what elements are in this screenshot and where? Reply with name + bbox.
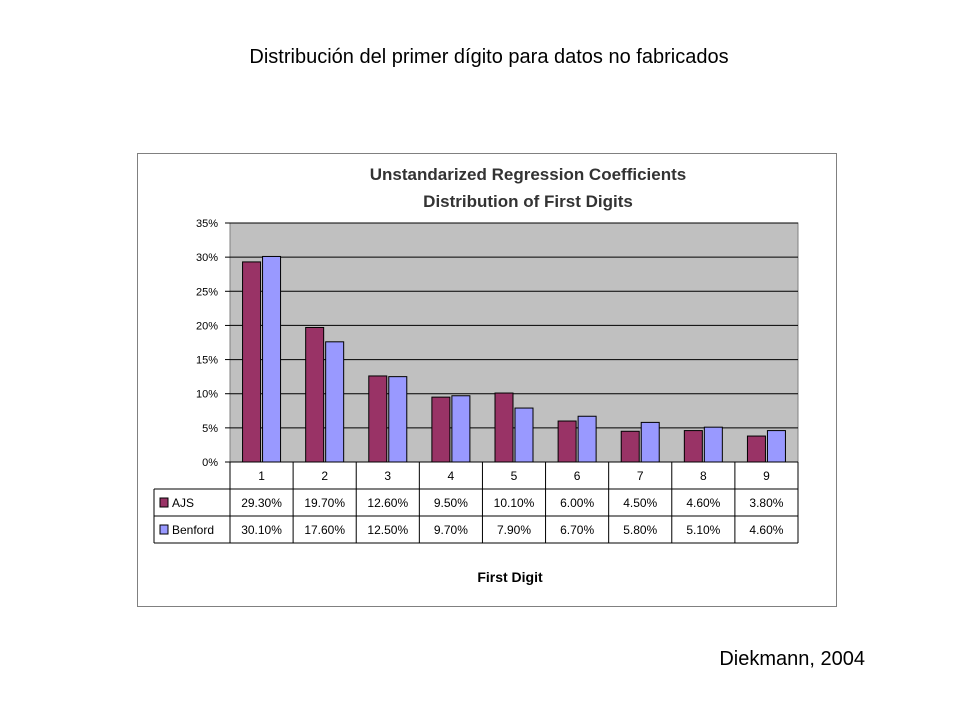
- data-label: 19.70%: [304, 496, 345, 510]
- bar-benford: [703, 426, 723, 463]
- data-label: 5.10%: [686, 523, 720, 537]
- data-label: 30.10%: [241, 523, 282, 537]
- bar-benford: [451, 395, 471, 463]
- x-tick-label: 4: [448, 469, 455, 483]
- x-tick-label: 9: [763, 469, 770, 483]
- data-label: 12.50%: [367, 523, 408, 537]
- data-label: 9.70%: [434, 523, 468, 537]
- x-tick-label: 2: [321, 469, 328, 483]
- citation: Diekmann, 2004: [719, 648, 865, 670]
- data-label: 6.00%: [560, 496, 594, 510]
- data-label: 4.50%: [623, 496, 657, 510]
- bar-ajs: [683, 430, 703, 463]
- y-tick-label: 0%: [202, 457, 218, 469]
- bar-benford: [262, 255, 282, 463]
- data-label: 3.80%: [749, 496, 783, 510]
- plot-area: [229, 222, 799, 463]
- data-label: 6.70%: [560, 523, 594, 537]
- y-tick-label: 5%: [202, 423, 218, 435]
- bar-benford: [388, 376, 408, 463]
- bar-benford: [640, 421, 660, 463]
- bar-ajs: [620, 430, 640, 463]
- data-label: 4.60%: [749, 523, 783, 537]
- legend-label: AJS: [172, 496, 194, 510]
- legend-label: Benford: [172, 523, 214, 537]
- data-label: 7.90%: [497, 523, 531, 537]
- data-label: 29.30%: [241, 496, 282, 510]
- y-tick-label: 15%: [196, 355, 218, 367]
- slide-title: Distribución del primer dígito para dato…: [249, 46, 729, 68]
- data-label: 9.50%: [434, 496, 468, 510]
- x-tick-label: 1: [258, 469, 265, 483]
- legend-swatch: [159, 497, 169, 508]
- bar-ajs: [305, 326, 325, 463]
- bar-benford: [325, 341, 345, 463]
- chart-title: Unstandarized Regression Coefficients: [370, 165, 686, 184]
- bar-chart: Unstandarized Regression Coefficients Dis…: [153, 165, 799, 585]
- y-tick-label: 35%: [196, 218, 218, 230]
- bar-ajs: [494, 392, 514, 463]
- x-tick-label: 8: [700, 469, 707, 483]
- y-tick-label: 20%: [196, 320, 218, 332]
- y-tick-label: 30%: [196, 252, 218, 264]
- bar-benford: [514, 407, 534, 463]
- chart-frame: Unstandarized Regression Coefficients Dis…: [137, 153, 837, 607]
- chart-subtitle: Distribution of First Digits: [423, 192, 633, 211]
- x-axis-title: First Digit: [477, 569, 543, 585]
- bar-ajs: [557, 420, 577, 463]
- legend-swatch: [159, 524, 169, 535]
- x-tick-label: 5: [511, 469, 518, 483]
- bar-ajs: [368, 375, 388, 463]
- bar-ajs: [242, 261, 262, 463]
- x-tick-label: 3: [384, 469, 391, 483]
- x-tick-label: 6: [574, 469, 581, 483]
- data-label: 12.60%: [367, 496, 408, 510]
- data-label: 17.60%: [304, 523, 345, 537]
- bar-ajs: [746, 435, 766, 463]
- bar-benford: [766, 430, 786, 463]
- data-label: 5.80%: [623, 523, 657, 537]
- y-tick-label: 25%: [196, 286, 218, 298]
- data-label: 10.10%: [494, 496, 535, 510]
- y-tick-label: 10%: [196, 389, 218, 401]
- data-label: 4.60%: [686, 496, 720, 510]
- bar-ajs: [431, 396, 451, 463]
- x-tick-label: 7: [637, 469, 644, 483]
- bar-benford: [577, 415, 597, 463]
